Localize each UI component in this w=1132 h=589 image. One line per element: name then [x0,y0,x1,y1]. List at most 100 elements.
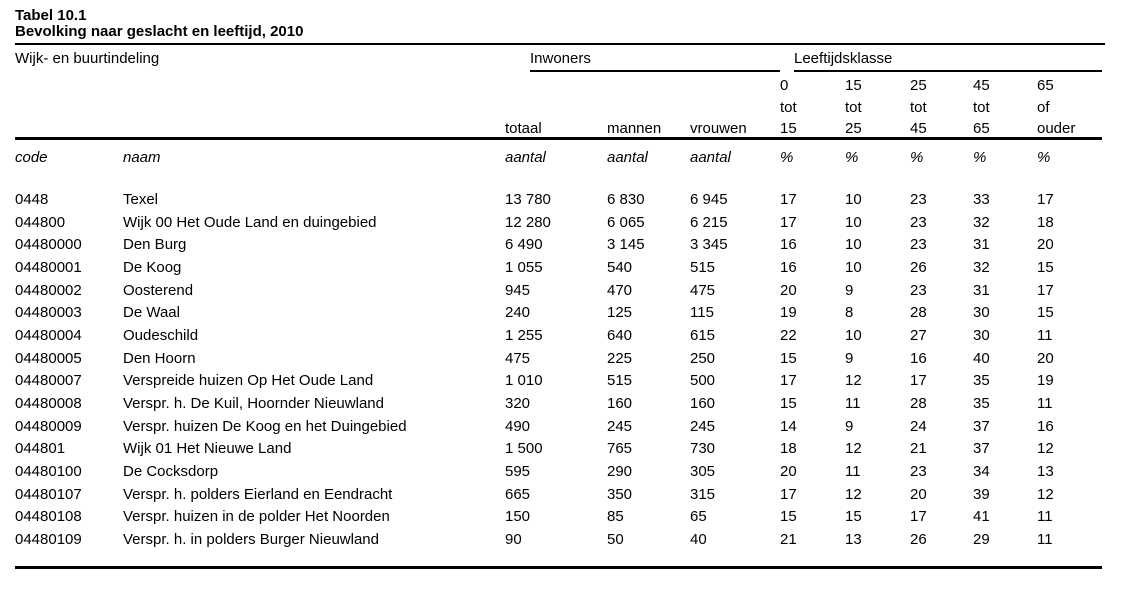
cell-naam: Verspr. h. polders Eierland en Eendracht [123,485,393,503]
cell-p45_65: 30 [973,304,990,322]
cell-naam: Den Hoorn [123,349,196,367]
cell-code: 04480002 [15,281,82,299]
cell-code: 04480004 [15,326,82,344]
cell-p25_45: 23 [910,190,927,208]
cell-naam: De Waal [123,304,180,322]
cell-vrouwen: 40 [690,531,707,549]
cell-p45_65: 39 [973,485,990,503]
cell-p45_65: 31 [973,236,990,254]
cell-totaal: 1 255 [505,326,543,344]
cell-p15_25: 10 [845,213,862,231]
table-row: 0448 Texel 13 780 6 830 6 945 17 10 23 33 17 [15,188,1102,211]
cell-p65: 19 [1037,372,1054,390]
cell-p65: 11 [1037,395,1053,413]
cell-p45_65: 35 [973,372,990,390]
cell-vrouwen: 3 345 [690,236,728,254]
col-header-mannen: mannen [607,116,690,140]
field-pct-4: % [973,148,987,166]
cell-p45_65: 41 [973,508,990,526]
table-row: 044800 Wijk 00 Het Oude Land en duingebie… [15,211,1102,234]
header-group-row: Wijk- en buurtindeling Inwoners Leeftijd… [15,50,1103,72]
cell-p65: 17 [1037,190,1054,208]
cell-p15_25: 9 [845,417,854,435]
table-row: 04480107 Verspr. h. polders Eierland en E… [15,483,1102,506]
cell-totaal: 150 [505,508,531,526]
cell-p25_45: 23 [910,213,927,231]
cell-p15_25: 12 [845,372,862,390]
cell-p0_15: 20 [780,463,797,481]
cell-mannen: 50 [607,531,624,549]
cell-p45_65: 40 [973,349,990,367]
cell-totaal: 1 055 [505,258,543,276]
table-row: 04480009 Verspr. huizen De Koog en het Du… [15,415,1102,438]
table-row: 04480108 Verspr. huizen in de polder Het … [15,506,1102,529]
header-area-label: Wijk- en buurtindeling [15,50,160,67]
age-col-4-from: 45 [973,77,990,94]
cell-p45_65: 35 [973,395,990,413]
cell-totaal: 1 500 [505,440,543,458]
cell-p65: 12 [1037,485,1054,503]
cell-p15_25: 9 [845,281,854,299]
header-age-row-1: 0 15 25 45 65 [15,72,1102,94]
group-leeftijdsklasse-label: Leeftijdsklasse [794,50,1103,72]
table-row: 04480002 Oosterend 945 470 475 20 9 23 31 17 [15,279,1102,302]
cell-mannen: 6 830 [607,190,645,208]
table-row: 04480005 Den Hoorn 475 225 250 15 9 16 40 20 [15,347,1102,370]
cell-p0_15: 16 [780,236,797,254]
cell-p0_15: 18 [780,440,797,458]
cell-p45_65: 37 [973,440,990,458]
cell-totaal: 12 280 [505,213,551,231]
cell-naam: De Koog [123,258,182,276]
population-table: Wijk- en buurtindeling Inwoners Leeftijd… [15,50,1103,569]
cell-code: 04480009 [15,417,82,435]
cell-p15_25: 10 [845,258,862,276]
cell-vrouwen: 500 [690,372,716,390]
cell-p25_45: 20 [910,485,927,503]
age-col-3-mid: tot [910,99,927,116]
cell-p0_15: 15 [780,395,797,413]
age-col-5-to: ouder [1037,116,1103,140]
cell-p25_45: 27 [910,326,927,344]
cell-p15_25: 12 [845,485,862,503]
cell-p0_15: 14 [780,417,797,435]
cell-p0_15: 19 [780,304,797,322]
field-header-row: code naam aantal aantal aantal % % % % % [15,139,1102,175]
cell-code: 04480007 [15,372,82,390]
age-col-2-to: 25 [845,116,910,140]
cell-naam: Verspr. h. in polders Burger Nieuwland [123,531,379,549]
cell-vrouwen: 730 [690,440,716,458]
cell-p65: 17 [1037,281,1054,299]
cell-code: 04480108 [15,508,82,526]
cell-code: 04480109 [15,531,82,549]
bottom-spacer-row [15,551,1102,568]
cell-code: 044800 [15,213,66,231]
cell-p65: 13 [1037,463,1054,481]
field-naam: naam [123,148,161,166]
cell-vrouwen: 475 [690,281,716,299]
cell-p25_45: 17 [910,372,927,390]
cell-mannen: 160 [607,395,633,413]
table-row: 04480109 Verspr. h. in polders Burger Nie… [15,528,1102,551]
empty-cell [15,116,505,140]
cell-vrouwen: 160 [690,395,716,413]
cell-vrouwen: 6 945 [690,190,728,208]
table-body: 0448 Texel 13 780 6 830 6 945 17 10 23 33 17 04480… [15,188,1102,551]
cell-p65: 11 [1037,508,1053,526]
field-aantal-2: aantal [607,148,648,166]
header-area: Wijk- en buurtindeling [15,50,505,72]
cell-p25_45: 23 [910,236,927,254]
cell-naam: Wijk 01 Het Nieuwe Land [123,440,292,458]
cell-p65: 18 [1037,213,1054,231]
cell-p65: 11 [1037,326,1053,344]
cell-naam: Verspreide huizen Op Het Oude Land [123,372,374,390]
cell-mannen: 765 [607,440,633,458]
field-aantal-1: aantal [505,148,546,166]
cell-p0_15: 22 [780,326,797,344]
cell-p65: 12 [1037,440,1054,458]
field-aantal-3: aantal [690,148,731,166]
cell-naam: Oosterend [123,281,194,299]
cell-totaal: 13 780 [505,190,551,208]
table-number-title: Tabel 10.1 [15,7,87,24]
cell-p45_65: 32 [973,213,990,231]
